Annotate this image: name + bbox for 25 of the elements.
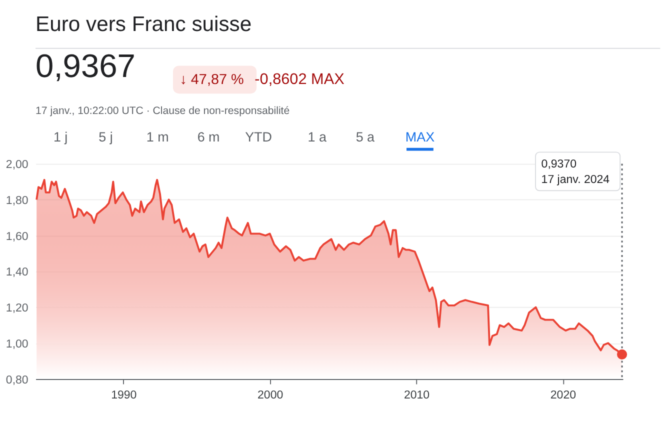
text: 1 a — [308, 130, 328, 145]
text: 1 m — [146, 130, 169, 145]
y-tick-label: 2,00 — [6, 159, 28, 172]
text: MAX — [405, 130, 435, 145]
y-tick-label: 1,40 — [6, 266, 28, 279]
text: 17 janv., 10:22:00 UTC · Clause de non-responsabilité — [36, 104, 290, 117]
y-tick-label: 1,20 — [6, 302, 28, 315]
text: YTD — [245, 130, 272, 145]
y-tick-label: 1,60 — [6, 230, 28, 243]
text: 6 m — [197, 130, 220, 145]
annotation: 0,9370 17 janv. 2024 — [541, 158, 610, 186]
x-tick-label: 1990 — [111, 390, 137, 402]
y-tick-label: 1,80 — [6, 194, 28, 207]
text: -0,8602 MAX — [254, 70, 344, 88]
text: ↓ 47,87 % — [180, 72, 244, 88]
y-tick-label: 1,00 — [6, 338, 28, 350]
x-tick-label: 2010 — [404, 390, 430, 402]
text: 1 j — [53, 130, 68, 145]
text: 0,9367 — [36, 47, 136, 84]
text: 5 a — [356, 130, 376, 145]
x-tick-label: 2020 — [550, 390, 576, 402]
text: 5 j — [98, 130, 113, 145]
y-tick-label: 0,80 — [6, 374, 28, 386]
chart-title: Euro vers Franc suisse — [36, 13, 252, 36]
x-tick-label: 2000 — [258, 390, 284, 402]
